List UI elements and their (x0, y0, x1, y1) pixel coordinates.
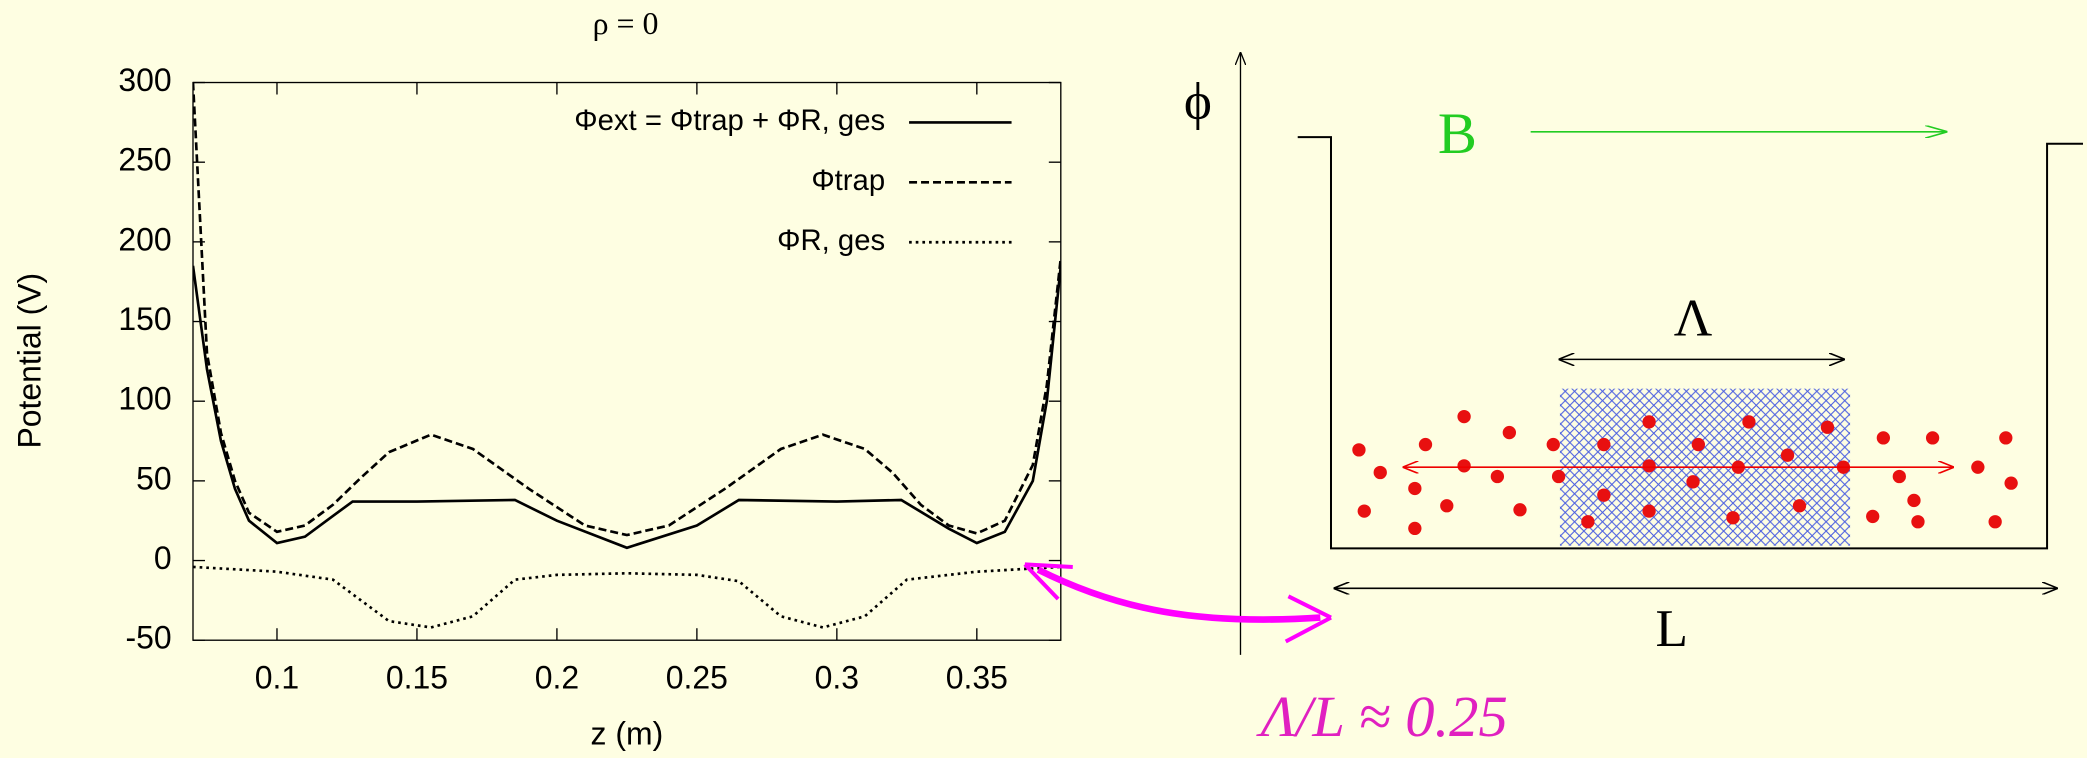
series-line (192, 565, 1061, 629)
chart: ρ = 0 Potential (V) z (m) -50 0 50 100 150 20… (11, 6, 1062, 751)
particle (1457, 409, 1471, 424)
particle (1686, 475, 1700, 489)
particle (1352, 443, 1366, 457)
x-tick-label: 0.15 (386, 660, 448, 696)
particle (1911, 515, 1925, 529)
y-tick-label: 250 (118, 142, 171, 178)
particle (1691, 437, 1706, 452)
y-tick-label: 100 (118, 381, 171, 417)
particle (1780, 448, 1795, 462)
particle (1357, 504, 1371, 518)
particle (1907, 493, 1921, 508)
particle (2004, 476, 2018, 490)
particle (1988, 515, 2002, 529)
x-tick-label: 0.35 (946, 660, 1008, 696)
particle (1876, 431, 1891, 445)
y-tick-label: 150 (118, 301, 171, 337)
particle (1642, 504, 1656, 518)
particle (1597, 437, 1611, 452)
y-tick-label: -50 (126, 620, 172, 656)
particle (1581, 515, 1595, 529)
potential-well (1297, 136, 2084, 550)
y-tick-label: 0 (154, 540, 172, 576)
x-tick-label: 0.25 (666, 660, 728, 696)
phi-label: ϕ (1184, 72, 1212, 131)
particle (1490, 469, 1505, 484)
particle (1551, 469, 1566, 484)
particle (1546, 437, 1560, 452)
particle (1597, 488, 1611, 502)
particle (1457, 459, 1471, 473)
particle (1742, 415, 1756, 429)
particle (1642, 415, 1656, 429)
y-tick-label: 300 (118, 62, 171, 98)
legend-label: Φtrap (811, 164, 885, 197)
x-tick-label: 0.2 (535, 660, 579, 696)
particle (1418, 437, 1433, 452)
legend-label: ΦR, ges (777, 224, 885, 257)
particle (1892, 469, 1906, 484)
particle (1373, 465, 1387, 480)
particle (1408, 481, 1422, 496)
particle (1642, 459, 1656, 473)
y-axis-label: Potential (V) (11, 273, 47, 449)
particle (1971, 460, 1985, 474)
particle (1513, 503, 1527, 517)
particle (1440, 499, 1454, 513)
particle (1502, 425, 1517, 440)
legend-label: Φext = Φtrap + ΦR, ges (574, 104, 885, 137)
particle (1408, 521, 1422, 536)
length-label: L (1655, 599, 1688, 658)
particle (1999, 431, 2013, 445)
link-arrow (1036, 566, 1321, 623)
y-tick-label: 200 (118, 221, 171, 257)
x-tick-label: 0.3 (815, 660, 859, 696)
x-tick-label: 0.1 (255, 660, 299, 696)
particle (1726, 511, 1740, 525)
link-arrow-heads (1023, 562, 1332, 644)
particle (1820, 420, 1835, 434)
series-line (192, 265, 1061, 550)
particle (1925, 431, 1940, 445)
plot-frame (192, 81, 1062, 641)
x-axis-label: z (m) (591, 715, 664, 751)
series-line (192, 82, 1061, 537)
particle (1866, 509, 1880, 524)
ratio-label: Λ/L ≈ 0.25 (1256, 684, 1508, 749)
chart-title: ρ = 0 (593, 6, 659, 41)
particle (1792, 499, 1807, 513)
lambda-label: Λ (1674, 289, 1713, 348)
diagram: ϕ B Λ L (1023, 53, 2084, 749)
field-label: B (1438, 101, 1477, 166)
y-tick-label: 50 (136, 460, 172, 496)
